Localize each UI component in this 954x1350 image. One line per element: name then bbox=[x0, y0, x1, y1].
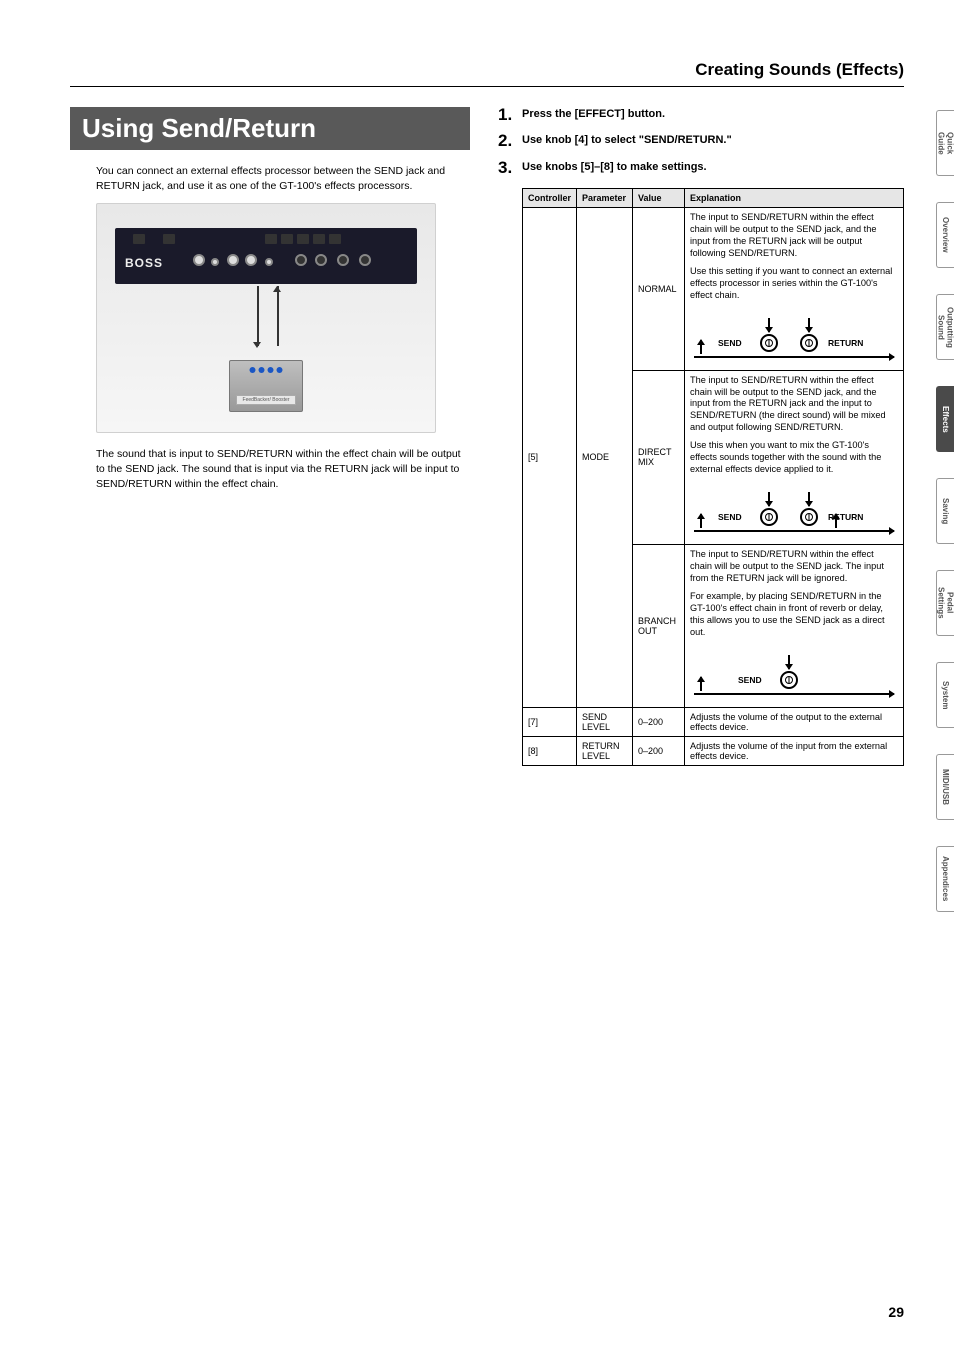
sidebar-tabs: Quick Guide Overview Outputting Sound Ef… bbox=[936, 110, 954, 938]
cell-controller-8: [8] bbox=[523, 736, 577, 765]
label-send: SEND bbox=[718, 338, 742, 348]
direct-p2: Use this when you want to mix the GT-100… bbox=[690, 440, 898, 476]
page-number: 29 bbox=[888, 1304, 904, 1320]
cell-controller-7: [7] bbox=[523, 707, 577, 736]
tab-effects[interactable]: Effects bbox=[936, 386, 954, 452]
cell-expl-branch: The input to SEND/RETURN within the effe… bbox=[685, 545, 904, 708]
normal-p1: The input to SEND/RETURN within the effe… bbox=[690, 212, 898, 260]
hw-brand-label: BOSS bbox=[125, 256, 163, 270]
hardware-illustration: BOSS FeedBacker/ Booster bbox=[96, 203, 436, 433]
normal-p2: Use this setting if you want to connect … bbox=[690, 266, 898, 302]
tab-overview[interactable]: Overview bbox=[936, 202, 954, 268]
label-send-b: SEND bbox=[738, 675, 762, 685]
branch-p1: The input to SEND/RETURN within the effe… bbox=[690, 549, 898, 585]
hw-pedal-label: FeedBacker/ Booster bbox=[236, 395, 296, 405]
cell-param-mode: MODE bbox=[577, 207, 633, 707]
cell-value-normal: NORMAL bbox=[633, 207, 685, 370]
cell-controller-5: [5] bbox=[523, 207, 577, 707]
label-return: RETURN bbox=[828, 338, 863, 348]
cell-value-branch: BRANCH OUT bbox=[633, 545, 685, 708]
tab-system[interactable]: System bbox=[936, 662, 954, 728]
tab-pedal-settings[interactable]: Pedal Settings bbox=[936, 570, 954, 636]
steps-list: Press the [EFFECT] button. Use knob [4] … bbox=[498, 107, 904, 174]
th-parameter: Parameter bbox=[577, 188, 633, 207]
tab-outputting-sound[interactable]: Outputting Sound bbox=[936, 294, 954, 360]
cell-expl-direct: The input to SEND/RETURN within the effe… bbox=[685, 370, 904, 545]
cell-param-return: RETURN LEVEL bbox=[577, 736, 633, 765]
page-header: Creating Sounds (Effects) bbox=[70, 60, 904, 87]
cell-expl-send: Adjusts the volume of the output to the … bbox=[685, 707, 904, 736]
post-image-text: The sound that is input to SEND/RETURN w… bbox=[96, 447, 470, 491]
tab-appendices[interactable]: Appendices bbox=[936, 846, 954, 912]
tab-quick-guide[interactable]: Quick Guide bbox=[936, 110, 954, 176]
direct-p1: The input to SEND/RETURN within the effe… bbox=[690, 375, 898, 435]
cell-value-send: 0–200 bbox=[633, 707, 685, 736]
diagram-branch: SEND bbox=[690, 645, 898, 701]
step-3: Use knobs [5]–[8] to make settings. bbox=[498, 160, 904, 174]
cell-value-return: 0–200 bbox=[633, 736, 685, 765]
branch-p2: For example, by placing SEND/RETURN in t… bbox=[690, 591, 898, 639]
parameters-table: Controller Parameter Value Explanation [… bbox=[522, 188, 904, 766]
th-controller: Controller bbox=[523, 188, 577, 207]
cell-expl-return: Adjusts the volume of the input from the… bbox=[685, 736, 904, 765]
diagram-direct: SEND RETURN bbox=[690, 482, 898, 538]
cell-value-direct: DIRECT MIX bbox=[633, 370, 685, 545]
tab-saving[interactable]: Saving bbox=[936, 478, 954, 544]
step-1: Press the [EFFECT] button. bbox=[498, 107, 904, 121]
tab-midi-usb[interactable]: MIDI/USB bbox=[936, 754, 954, 820]
th-value: Value bbox=[633, 188, 685, 207]
section-title: Using Send/Return bbox=[70, 107, 470, 150]
cell-expl-normal: The input to SEND/RETURN within the effe… bbox=[685, 207, 904, 370]
cell-param-send: SEND LEVEL bbox=[577, 707, 633, 736]
diagram-normal: SEND RETURN bbox=[690, 308, 898, 364]
label-send-d: SEND bbox=[718, 512, 742, 522]
step-2: Use knob [4] to select "SEND/RETURN." bbox=[498, 133, 904, 147]
intro-text: You can connect an external effects proc… bbox=[96, 164, 470, 193]
label-return-d: RETURN bbox=[828, 512, 863, 522]
th-explanation: Explanation bbox=[685, 188, 904, 207]
